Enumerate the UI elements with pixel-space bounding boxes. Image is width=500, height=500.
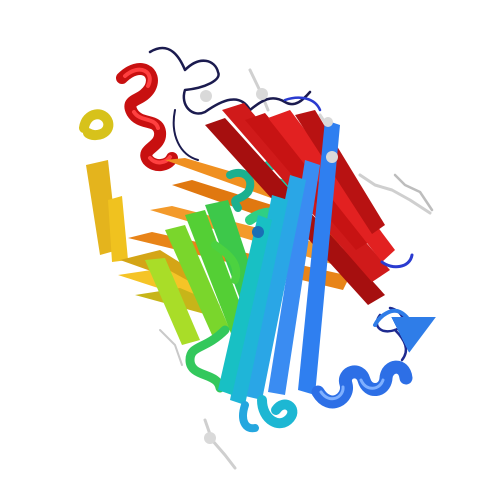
beta-sheet-blue [218, 120, 340, 405]
bottom-loops [239, 395, 298, 433]
alpha-helix-yellow [79, 109, 114, 141]
alpha-helix-blue [311, 360, 413, 409]
alpha-helix-red [116, 63, 178, 171]
strand-arrow-blue [373, 308, 436, 353]
ion-spheres [200, 88, 338, 444]
